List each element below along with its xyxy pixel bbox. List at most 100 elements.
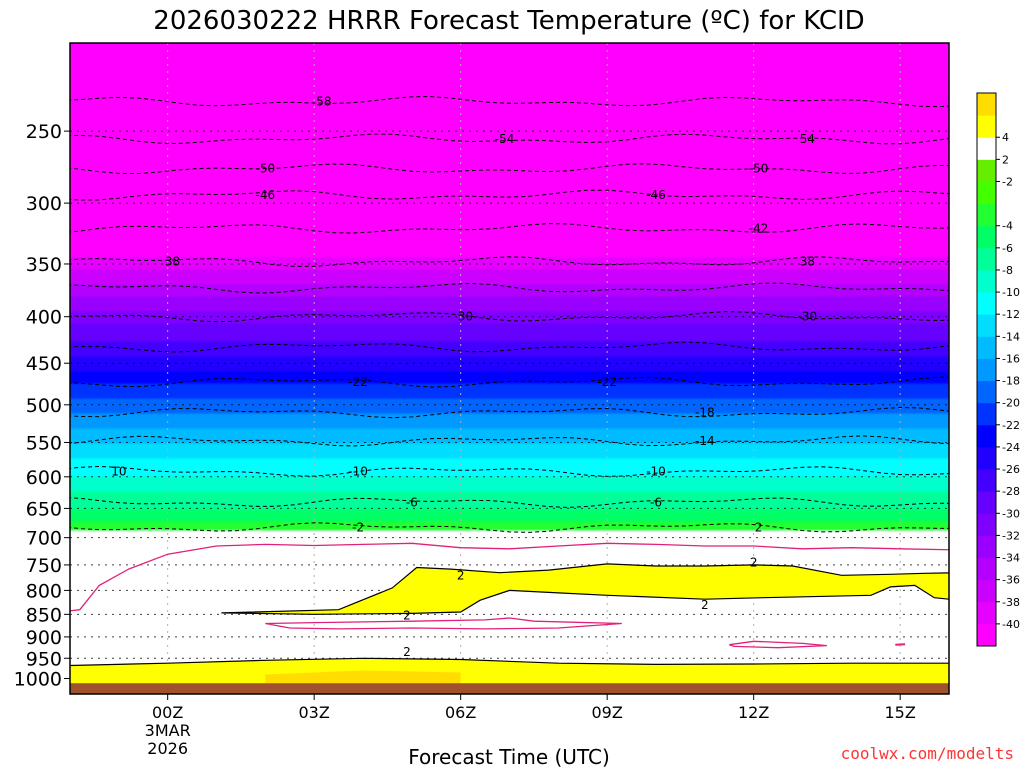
isotherm-label--46-1: -46 bbox=[646, 188, 666, 202]
colorbar-label--14: -14 bbox=[1002, 330, 1020, 343]
isotherm-label--50-1: -50 bbox=[749, 162, 769, 176]
isotherm-label--54-1: 54 bbox=[800, 132, 815, 146]
isotherm--58 bbox=[70, 96, 949, 108]
y-tick-label-350: 350 bbox=[26, 254, 62, 276]
colorbar-box-12 bbox=[977, 358, 996, 382]
colorbar-box-8 bbox=[977, 446, 996, 470]
elevated-warm-layer bbox=[221, 563, 949, 615]
colorbar-legend: -40-38-36-34-32-30-28-26-24-22-20-18-16-… bbox=[976, 92, 1020, 647]
isotherm-label--38-1: 38 bbox=[800, 255, 815, 269]
isotherm-label--10-2: -10 bbox=[646, 465, 666, 479]
y-tick-label-450: 450 bbox=[26, 353, 62, 375]
isotherm-label--2-1: 2 bbox=[755, 520, 763, 534]
isotherm--18 bbox=[70, 406, 949, 419]
x-tick-label-06Z: 06Z bbox=[445, 703, 476, 722]
colorbar-label--18: -18 bbox=[1002, 375, 1020, 388]
warm-contour-label-0: 2 bbox=[457, 568, 465, 582]
isotherm--26 bbox=[70, 341, 949, 353]
x-tick-date-month: 3MAR bbox=[145, 721, 191, 740]
colorbar-box-2 bbox=[977, 579, 996, 603]
credit-link[interactable]: coolwx.com/modelts bbox=[841, 744, 1014, 763]
colorbar-label--32: -32 bbox=[1002, 529, 1020, 542]
x-tick-label-12Z: 12Z bbox=[738, 703, 769, 722]
isotherm-contours bbox=[70, 96, 949, 533]
colorbar-box-22 bbox=[977, 137, 996, 160]
isotherm--34 bbox=[70, 282, 949, 294]
colorbar-box-5 bbox=[977, 513, 996, 536]
warm-layer bbox=[70, 542, 949, 685]
y-tick-label-800: 800 bbox=[26, 580, 62, 602]
colorbar-label-4: 4 bbox=[1002, 131, 1009, 144]
isotherm--46 bbox=[70, 189, 949, 201]
isotherm--54 bbox=[70, 133, 949, 145]
isotherm-label--42-0: -42 bbox=[749, 222, 769, 236]
isotherm-label--10-1: -10 bbox=[348, 465, 368, 479]
colorbar-label--4: -4 bbox=[1002, 220, 1013, 233]
y-tick-label-250: 250 bbox=[26, 121, 62, 143]
isotherm--42 bbox=[70, 223, 949, 234]
isotherm-label--22-0: -22 bbox=[348, 375, 368, 389]
isotherm--14 bbox=[70, 435, 949, 447]
y-tick-label-700: 700 bbox=[26, 528, 62, 550]
isotherm-label--46-0: -46 bbox=[256, 188, 276, 202]
colorbar-label--12: -12 bbox=[1002, 308, 1020, 321]
colorbar-label--36: -36 bbox=[1002, 574, 1020, 587]
colorbar-box-21 bbox=[977, 159, 996, 182]
y-tick-label-850: 850 bbox=[26, 604, 62, 626]
x-tick-label-09Z: 09Z bbox=[592, 703, 623, 722]
colorbar-label--40: -40 bbox=[1002, 618, 1020, 631]
isotherm-label--6-0: -6 bbox=[406, 495, 418, 509]
y-tick-label-750: 750 bbox=[26, 555, 62, 577]
colorbar-box-6 bbox=[977, 491, 996, 514]
colorbar-label--2: -2 bbox=[1002, 175, 1013, 188]
colorbar-box-23 bbox=[977, 115, 996, 138]
isotherm--6 bbox=[70, 497, 949, 508]
isotherm-label--18-0: -18 bbox=[695, 406, 715, 420]
colorbar-box-0 bbox=[977, 623, 996, 647]
isotherm-label--58-0: 58 bbox=[316, 95, 331, 109]
isotherm-label--30-0: 30 bbox=[458, 310, 473, 324]
colorbar-box-20 bbox=[977, 181, 996, 205]
colorbar-box-4 bbox=[977, 535, 996, 559]
x-tick-label-00Z: 00Z bbox=[152, 703, 183, 722]
colorbar-box-19 bbox=[977, 203, 996, 227]
freezing-loop-left bbox=[265, 617, 622, 630]
isotherm-label--30-1: -30 bbox=[798, 310, 818, 324]
colorbar-label-2: 2 bbox=[1002, 153, 1009, 166]
warm-contour-label-4: 2 bbox=[403, 645, 411, 659]
colorbar-label--6: -6 bbox=[1002, 242, 1013, 255]
isotherm--30 bbox=[70, 311, 949, 323]
colorbar-box-7 bbox=[977, 469, 996, 492]
isotherm-label--50-0: -50 bbox=[256, 162, 276, 176]
colorbar-label--28: -28 bbox=[1002, 485, 1020, 498]
freezing-line-upper bbox=[70, 542, 949, 612]
colorbar-box-11 bbox=[977, 380, 996, 404]
colorbar-label--20: -20 bbox=[1002, 397, 1020, 410]
isotherm-label--38-0: 38 bbox=[165, 255, 180, 269]
colorbar-box-10 bbox=[977, 402, 996, 426]
colorbar-box-24 bbox=[977, 93, 996, 116]
y-tick-label-900: 900 bbox=[26, 627, 62, 649]
colorbar-box-14 bbox=[977, 314, 996, 337]
colorbar-box-18 bbox=[977, 225, 996, 249]
isotherm-label--2-0: -2 bbox=[352, 520, 364, 534]
warm-contour-label-2: 2 bbox=[701, 598, 709, 612]
colorbar-label--8: -8 bbox=[1002, 264, 1013, 277]
warm-contour-label-1: 2 bbox=[750, 555, 758, 569]
x-axis-label: Forecast Time (UTC) bbox=[408, 745, 610, 768]
isotherm-label--54-0: -54 bbox=[495, 132, 515, 146]
colorbar-label--10: -10 bbox=[1002, 286, 1020, 299]
colorbar-label--26: -26 bbox=[1002, 463, 1020, 476]
colorbar-box-1 bbox=[977, 601, 996, 625]
colorbar-label--30: -30 bbox=[1002, 507, 1020, 520]
colorbar-box-15 bbox=[977, 292, 996, 315]
y-tick-label-300: 300 bbox=[26, 193, 62, 215]
colorbar-box-9 bbox=[977, 424, 996, 448]
colorbar-label--22: -22 bbox=[1002, 419, 1020, 432]
isotherm-label--22-1: -22 bbox=[597, 375, 617, 389]
x-tick-date-year: 2026 bbox=[147, 739, 188, 758]
isotherm-label--10-0: 10 bbox=[111, 465, 126, 479]
